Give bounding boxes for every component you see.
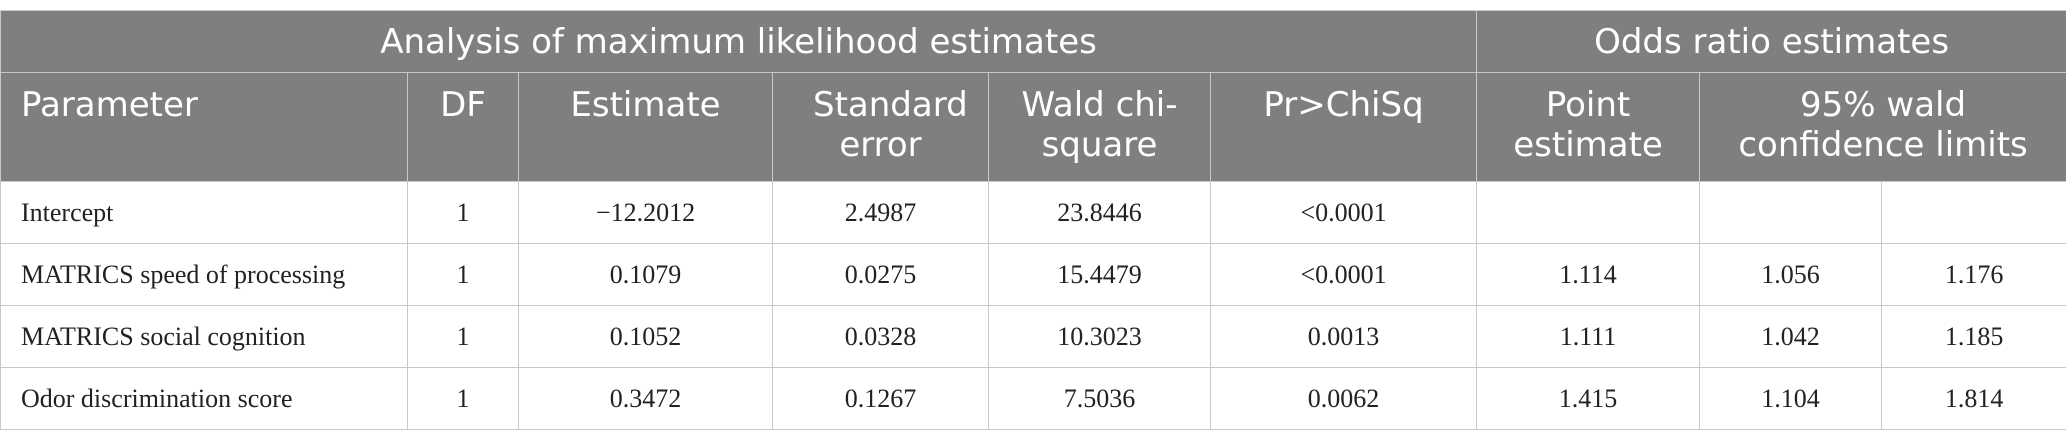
cell: 1.042 <box>1699 305 1883 368</box>
cell: 0.3472 <box>518 367 773 430</box>
cell: 0.0275 <box>772 243 989 306</box>
cell: 1.056 <box>1699 243 1883 306</box>
table-row: MATRICS speed of processing 1 0.1079 0.0275… <box>0 243 2066 306</box>
cell: <0.0001 <box>1209 181 1478 244</box>
cell: 0.0013 <box>1209 305 1478 368</box>
row-label: MATRICS social cognition <box>0 305 408 368</box>
cell <box>1699 181 1883 244</box>
cell: 7.5036 <box>988 367 1211 430</box>
cell: 0.0328 <box>772 305 989 368</box>
cell: 1.111 <box>1476 305 1701 368</box>
table-row: Odor discrimination score 1 0.3472 0.1267 7.… <box>0 367 2066 430</box>
table-row: Intercept 1 −12.2012 2.4987 23.8446 <0.0001 <box>0 181 2066 244</box>
cell: 15.4479 <box>988 243 1211 306</box>
row-label: Odor discrimination score <box>0 367 408 430</box>
column-header: Wald chi-square <box>988 72 1211 182</box>
cell: 1 <box>407 243 519 306</box>
cell: −12.2012 <box>518 181 773 244</box>
table-row: MATRICS social cognition 1 0.1052 0.0328 10.… <box>0 305 2066 368</box>
cell: 23.8446 <box>988 181 1211 244</box>
cell: 10.3023 <box>988 305 1211 368</box>
column-header: Standard error <box>772 72 989 182</box>
row-label: MATRICS speed of processing <box>0 243 408 306</box>
column-header: Estimate <box>518 72 773 182</box>
group-header: Analysis of maximum likelihood estimates <box>0 10 1478 73</box>
cell: 0.1079 <box>518 243 773 306</box>
cell: 0.0062 <box>1209 367 1478 430</box>
group-header: Odds ratio estimates <box>1476 10 2066 73</box>
row-label: Intercept <box>0 181 408 244</box>
column-header: Point estimate <box>1476 72 1701 182</box>
cell: 1 <box>407 367 519 430</box>
cell <box>1881 181 2066 244</box>
table: Analysis of maximum likelihood estimates… <box>0 10 2066 430</box>
cell: 1.176 <box>1881 243 2066 306</box>
cell: 1 <box>407 305 519 368</box>
cell: 1.814 <box>1881 367 2066 430</box>
cell: 1 <box>407 181 519 244</box>
cell <box>1476 181 1701 244</box>
cell: 1.104 <box>1699 367 1883 430</box>
cell: <0.0001 <box>1209 243 1478 306</box>
cell: 0.1267 <box>772 367 989 430</box>
cell: 1.185 <box>1881 305 2066 368</box>
column-header: DF <box>407 72 519 182</box>
column-header: 95% wald confidence limits <box>1699 72 2066 182</box>
column-header: Parameter <box>0 72 408 182</box>
cell: 0.1052 <box>518 305 773 368</box>
table-body: Intercept 1 −12.2012 2.4987 23.8446 <0.0001 MA… <box>0 181 2066 430</box>
cell: 1.114 <box>1476 243 1701 306</box>
cell: 2.4987 <box>772 181 989 244</box>
cell: 1.415 <box>1476 367 1701 430</box>
column-header: Pr>ChiSq <box>1209 72 1478 182</box>
